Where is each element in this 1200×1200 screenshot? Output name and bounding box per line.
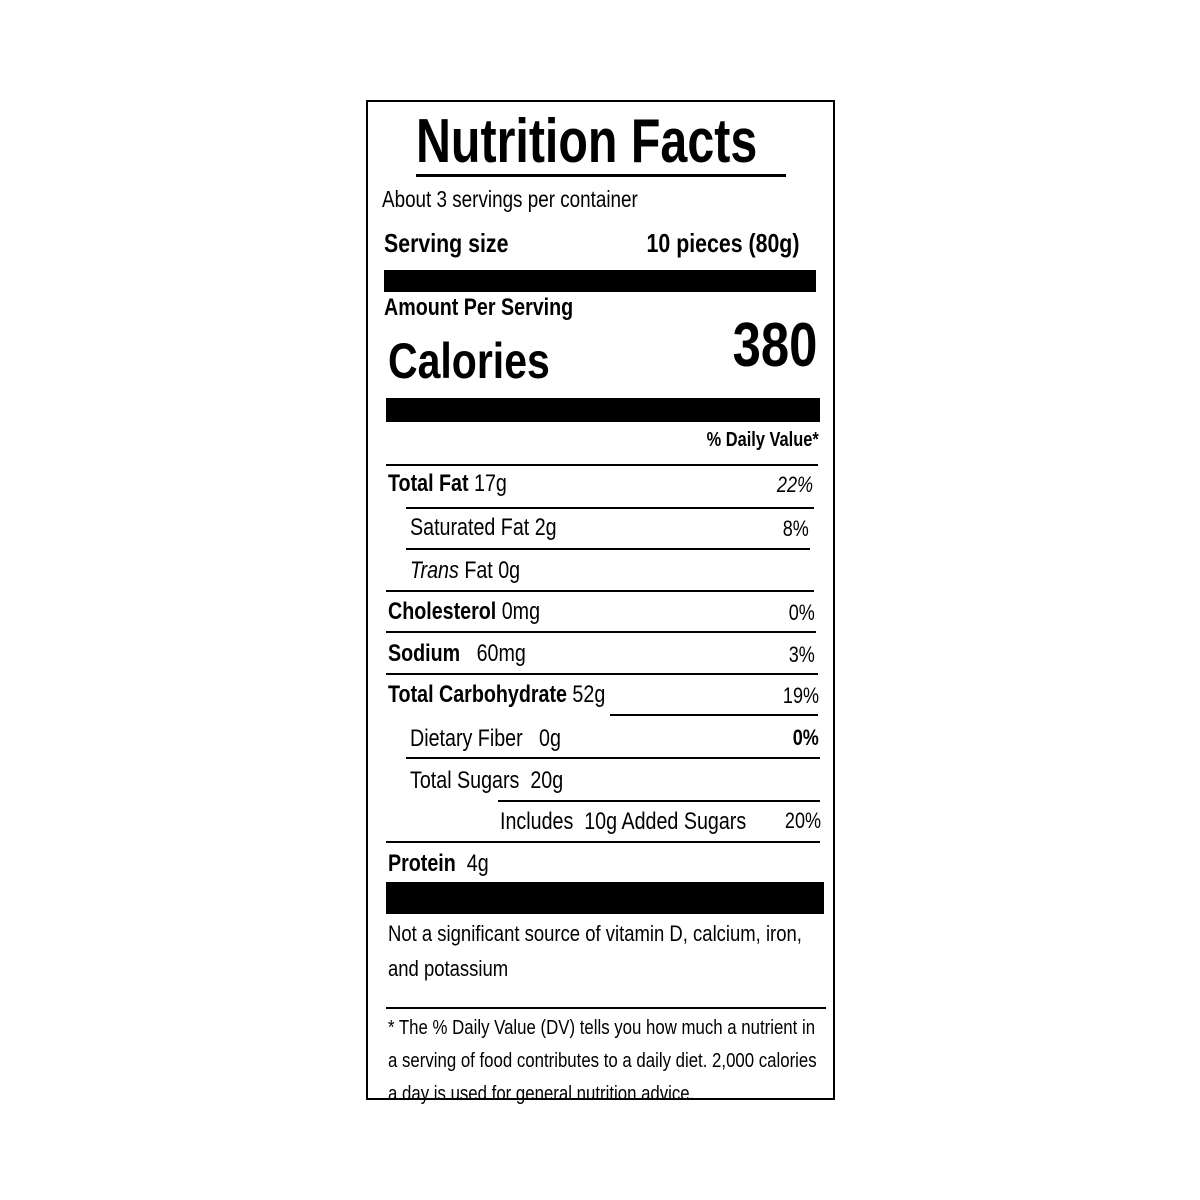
divider: [386, 464, 818, 466]
divider: [386, 841, 820, 843]
nutrient-row-total-fat: Total Fat 17g: [388, 470, 507, 497]
vitamins-note: Not a significant source of vitamin D, c…: [388, 921, 802, 981]
divider: [386, 1007, 826, 1009]
thick-divider: [384, 270, 816, 292]
serving-size-value: 10 pieces (80g): [646, 228, 799, 258]
divider: [406, 757, 820, 759]
nutrient-row-trans-fat: Trans Fat 0g: [410, 557, 521, 584]
dv-total-fat: 22%: [776, 472, 813, 497]
dv-cholesterol: 0%: [788, 600, 815, 625]
divider: [610, 714, 818, 716]
daily-value-footnote: * The % Daily Value (DV) tells you how m…: [388, 1017, 817, 1105]
divider: [498, 800, 820, 802]
nutrient-row-sodium: Sodium 60mg: [388, 640, 526, 667]
nutrient-row-total-sugars: Total Sugars 20g: [410, 767, 564, 794]
servings-per-container: About 3 servings per container: [382, 186, 638, 212]
nutrient-row-dietary-fiber: Dietary Fiber 0g: [410, 725, 561, 752]
nutrient-row-added-sugars: Includes 10g Added Sugars: [500, 808, 747, 835]
divider: [386, 673, 818, 675]
dv-saturated-fat: 8%: [782, 516, 809, 541]
amount-per-serving: Amount Per Serving: [384, 294, 574, 321]
thick-divider: [386, 398, 820, 422]
calories-label: Calories: [388, 333, 550, 389]
divider: [406, 507, 814, 509]
dv-added-sugars: 20%: [784, 808, 821, 833]
title-underline: [416, 174, 786, 177]
dv-dietary-fiber: 0%: [792, 725, 819, 750]
divider: [386, 631, 816, 633]
daily-value-header: % Daily Value*: [706, 429, 819, 451]
nutrient-row-total-carbohydrate: Total Carbohydrate 52g: [388, 681, 606, 708]
calories-value: 380: [732, 311, 817, 380]
dv-sodium: 3%: [788, 642, 815, 667]
label-title: Nutrition Facts: [416, 107, 758, 176]
thick-divider: [386, 882, 824, 914]
divider: [406, 548, 810, 550]
nutrient-row-saturated-fat: Saturated Fat 2g: [410, 514, 557, 541]
divider: [386, 590, 814, 592]
nutrient-row-cholesterol: Cholesterol 0mg: [388, 598, 541, 625]
serving-size-label: Serving size: [384, 228, 509, 258]
dv-total-carbohydrate: 19%: [782, 683, 819, 708]
nutrient-row-protein: Protein 4g: [388, 850, 489, 877]
nutrition-facts-label: Nutrition Facts About 3 servings per con…: [366, 100, 835, 1105]
